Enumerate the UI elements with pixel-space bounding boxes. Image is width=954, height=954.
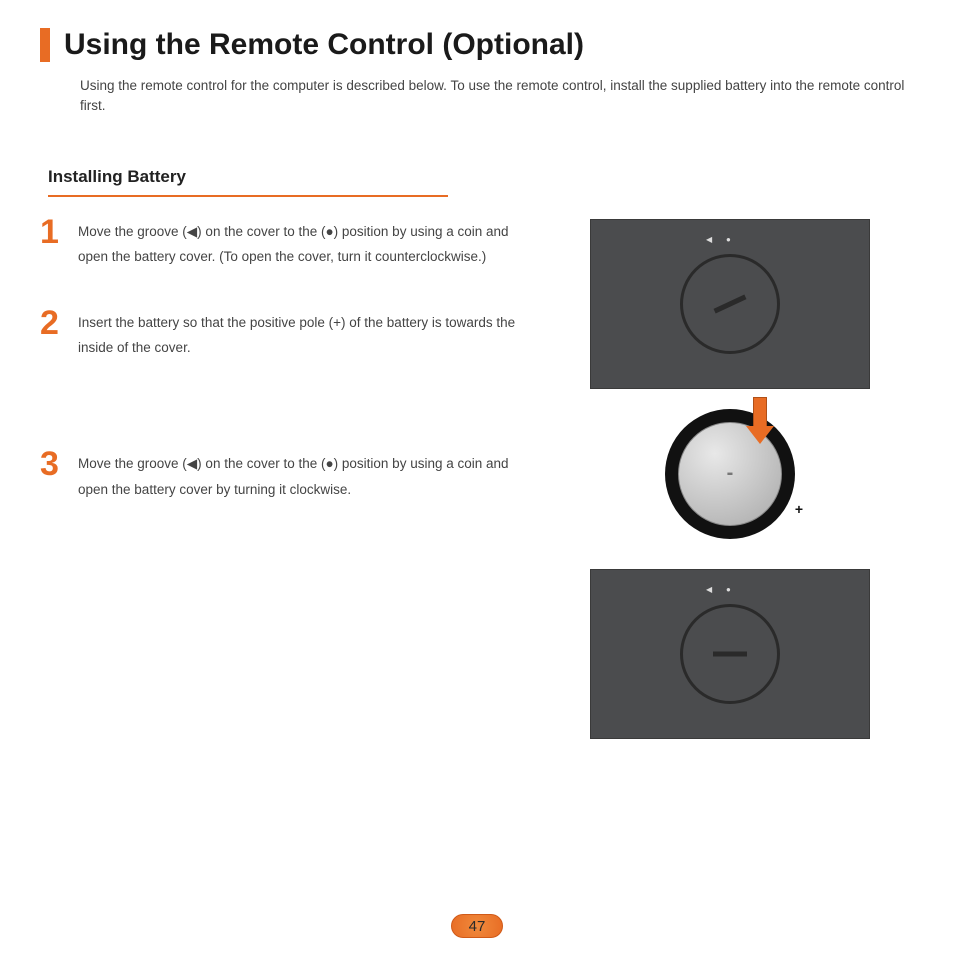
step-number: 3 (40, 447, 78, 502)
coin-battery-body: - + (590, 409, 870, 539)
page-number-bg: 47 (451, 914, 503, 938)
marker-dot-icon: ● (726, 585, 731, 594)
image-battery-cover-open: ◀ ● (590, 219, 870, 389)
title-accent-bar (40, 28, 50, 62)
arrow-stem (753, 397, 767, 427)
battery-holder: - + (665, 409, 795, 539)
page-number-badge: 47 (451, 914, 503, 938)
step-number: 1 (40, 215, 78, 270)
battery-cover-circle (680, 604, 780, 704)
steps-column: 1 Move the groove (◀) on the cover to th… (40, 219, 520, 739)
section-divider (48, 195, 448, 197)
marker-triangle-icon: ◀ (706, 585, 712, 594)
battery-cover-circle (680, 254, 780, 354)
marker-triangle-icon: ◀ (706, 235, 712, 244)
step-text: Move the groove (◀) on the cover to the … (78, 219, 520, 270)
coin-slot-open (714, 294, 747, 313)
intro-text: Using the remote control for the compute… (80, 76, 910, 117)
step-text: Insert the battery so that the positive … (78, 310, 520, 361)
arrow-down-icon (746, 397, 774, 444)
step-number: 2 (40, 306, 78, 361)
coin-slot-closed (713, 651, 747, 656)
battery-minus-icon: - (727, 462, 734, 485)
step-3: 3 Move the groove (◀) on the cover to th… (40, 451, 520, 502)
step-2: 2 Insert the battery so that the positiv… (40, 310, 520, 361)
step-1: 1 Move the groove (◀) on the cover to th… (40, 219, 520, 270)
section-title: Installing Battery (48, 167, 914, 187)
page-number: 47 (469, 918, 486, 935)
battery-plus-icon: + (795, 501, 803, 517)
arrow-head (746, 426, 774, 444)
marker-dot-icon: ● (726, 235, 731, 244)
title-row: Using the Remote Control (Optional) (40, 28, 914, 62)
image-battery-insert: - + (590, 409, 870, 539)
page-title: Using the Remote Control (Optional) (64, 28, 584, 62)
image-battery-cover-closed: ◀ ● (590, 569, 870, 739)
images-column: ◀ ● - + ◀ ● (560, 219, 900, 739)
content-row: 1 Move the groove (◀) on the cover to th… (40, 219, 914, 739)
step-text: Move the groove (◀) on the cover to the … (78, 451, 520, 502)
